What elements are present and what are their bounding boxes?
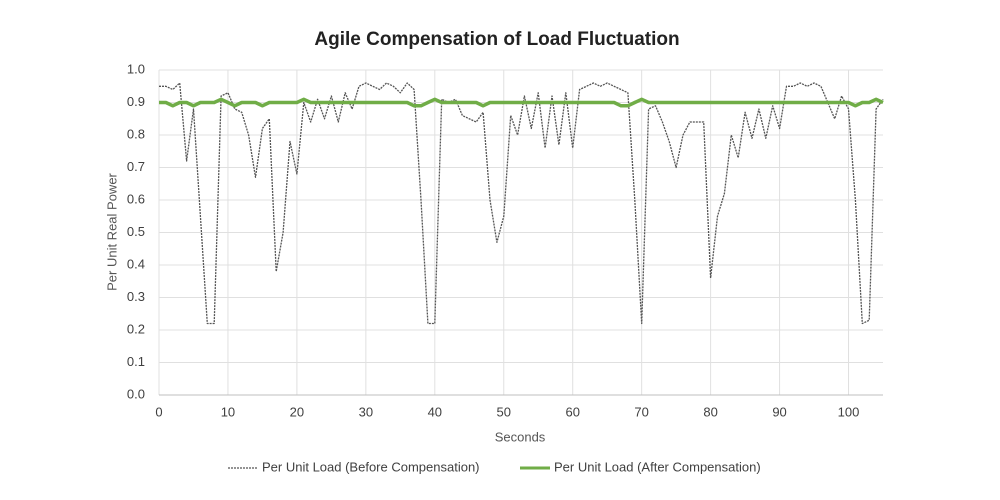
- y-tick-label: 0.6: [127, 191, 145, 206]
- y-tick-label: 0.1: [127, 354, 145, 369]
- x-tick-label: 0: [155, 404, 162, 419]
- x-tick-label: 40: [428, 404, 442, 419]
- x-tick-label: 20: [290, 404, 304, 419]
- y-tick-label: 0.2: [127, 321, 145, 336]
- x-tick-label: 80: [703, 404, 717, 419]
- x-tick-label: 10: [221, 404, 235, 419]
- series-line: [159, 82, 884, 325]
- x-tick-label: 50: [497, 404, 511, 419]
- y-tick-label: 0.7: [127, 159, 145, 174]
- y-tick-label: 0.4: [127, 256, 145, 271]
- y-tick-label: 0.3: [127, 289, 145, 304]
- series-line: [159, 97, 884, 108]
- y-tick-label: 0.9: [127, 94, 145, 109]
- y-tick-label: 0.8: [127, 126, 145, 141]
- chart-title: Agile Compensation of Load Fluctuation: [314, 29, 679, 50]
- x-tick-label: 70: [634, 404, 648, 419]
- y-tick-label: 0.5: [127, 224, 145, 239]
- legend-label: Per Unit Load (After Compensation): [554, 459, 761, 474]
- y-tick-label: 1.0: [127, 61, 145, 76]
- y-axis-title: Per Unit Real Power: [104, 172, 119, 290]
- x-tick-label: 90: [772, 404, 786, 419]
- legend-label: Per Unit Load (Before Compensation): [262, 459, 480, 474]
- x-tick-label: 30: [359, 404, 373, 419]
- x-tick-label: 100: [838, 404, 860, 419]
- y-tick-label: 0.0: [127, 386, 145, 401]
- x-tick-label: 60: [565, 404, 579, 419]
- x-axis-title: Seconds: [495, 429, 546, 444]
